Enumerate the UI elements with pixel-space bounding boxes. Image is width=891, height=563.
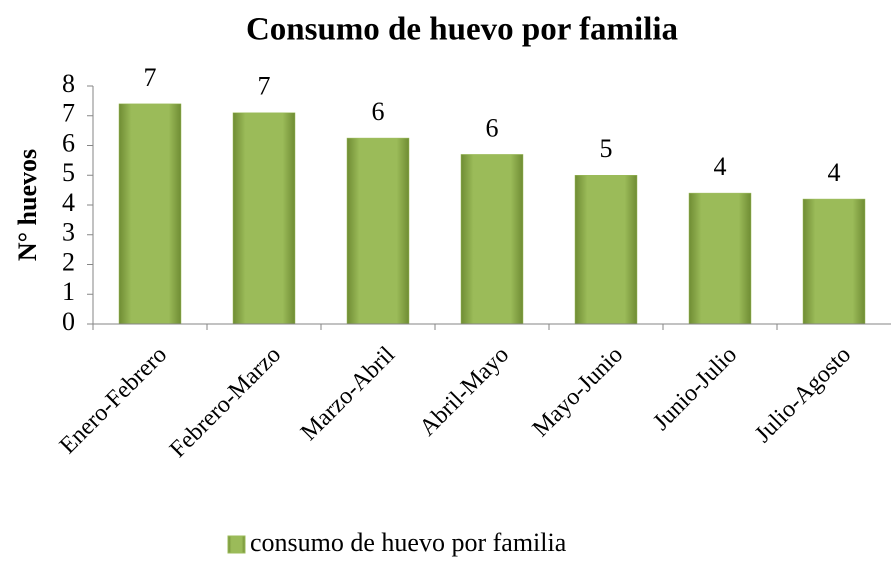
bar [346, 137, 410, 325]
x-tick-label: Junio-Julio [648, 342, 742, 436]
y-tick-label: 7 [62, 99, 75, 128]
legend-swatch [227, 535, 246, 554]
data-label: 7 [258, 72, 271, 101]
y-tick-label: 3 [62, 218, 75, 247]
x-tick-label: Abril-Mayo [415, 342, 514, 441]
data-label: 4 [714, 152, 727, 181]
y-tick-label: 0 [62, 307, 75, 336]
legend-label: consumo de huevo por familia [250, 528, 567, 557]
x-tick-label: Julio-Agosto [750, 342, 856, 448]
bar [688, 192, 752, 325]
data-label: 5 [600, 134, 613, 163]
bar [232, 112, 296, 325]
y-tick-label: 5 [62, 158, 75, 187]
y-tick-label: 1 [62, 277, 75, 306]
bar [118, 103, 182, 325]
bar [802, 198, 866, 325]
data-label: 7 [144, 63, 157, 92]
x-tick-label: Mayo-Junio [528, 342, 628, 442]
y-tick-label: 4 [62, 188, 75, 217]
y-tick-label: 8 [62, 69, 75, 98]
y-tick-label: 2 [62, 247, 75, 276]
x-tick-label: Marzo-Abril [296, 342, 400, 446]
bar [460, 154, 524, 325]
x-tick-label: Enero-Febrero [55, 342, 172, 459]
data-label: 4 [828, 158, 841, 187]
data-label: 6 [372, 97, 385, 126]
bar [574, 175, 638, 325]
y-tick-label: 6 [62, 128, 75, 157]
data-label: 6 [486, 113, 499, 142]
chart-title: Consumo de huevo por familia [246, 12, 678, 48]
x-tick-label: Febrero-Marzo [165, 342, 286, 463]
y-axis-label: N° huevos [13, 149, 42, 261]
